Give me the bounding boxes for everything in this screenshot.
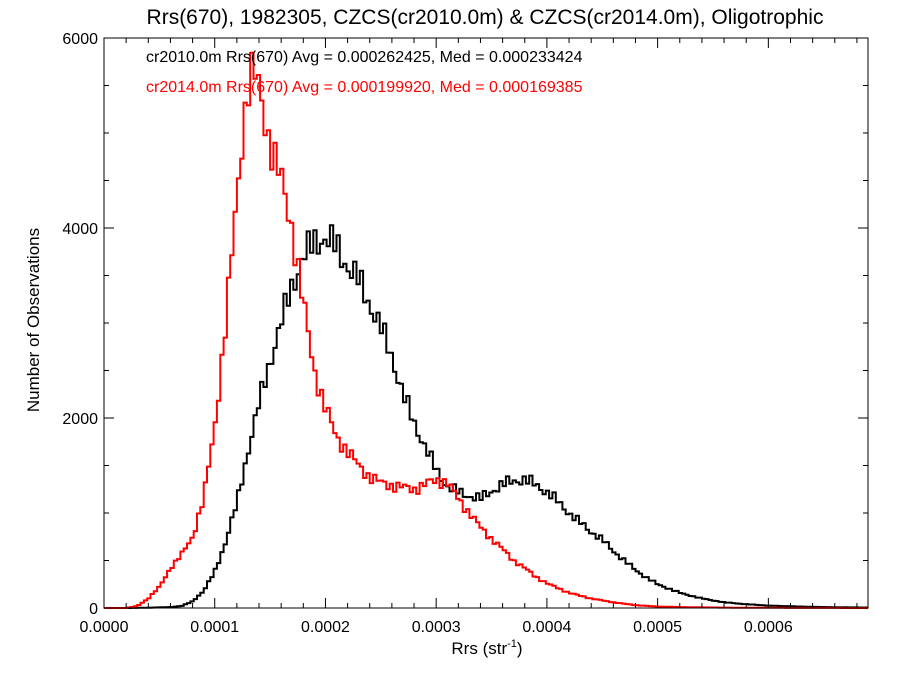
- x-tick-label: 0.0005: [633, 619, 682, 636]
- x-tick-label: 0.0002: [301, 619, 350, 636]
- chart-title: Rrs(670), 1982305, CZCS(cr2010.0m) & CZC…: [147, 6, 824, 29]
- stat-line-cr2014: cr2014.0m Rrs(670) Avg = 0.000199920, Me…: [146, 79, 583, 96]
- x-tick-label: 0.0003: [412, 619, 461, 636]
- stat-line-cr2010: cr2010.0m Rrs(670) Avg = 0.000262425, Me…: [146, 49, 583, 66]
- plot-frame: [103, 37, 869, 609]
- series-line-0: [104, 224, 868, 609]
- series-line-1: [104, 51, 868, 609]
- x-axis-label-superscript: -1: [507, 638, 517, 650]
- series-layer: [104, 51, 868, 609]
- y-tick-label: 2000: [62, 411, 98, 428]
- y-axis-label: Number of Observations: [24, 228, 43, 412]
- y-tick-label: 6000: [62, 31, 98, 48]
- x-tick-label: 0.0004: [522, 619, 571, 636]
- x-tick-label: 0.0000: [80, 619, 129, 636]
- x-tick-label: 0.0006: [744, 619, 793, 636]
- x-axis-label-close: ): [517, 639, 523, 658]
- x-axis-label-base: Rrs (str: [451, 639, 507, 658]
- y-tick-label: 4000: [62, 221, 98, 238]
- x-tick-label: 0.0001: [190, 619, 239, 636]
- y-tick-label: 0: [89, 601, 98, 618]
- tick-layer: 0.0000 0.0001 0.0002 0.0003 0.0004 0.0005 0.00…: [62, 31, 868, 636]
- x-axis-label: Rrs (str-1): [451, 638, 522, 658]
